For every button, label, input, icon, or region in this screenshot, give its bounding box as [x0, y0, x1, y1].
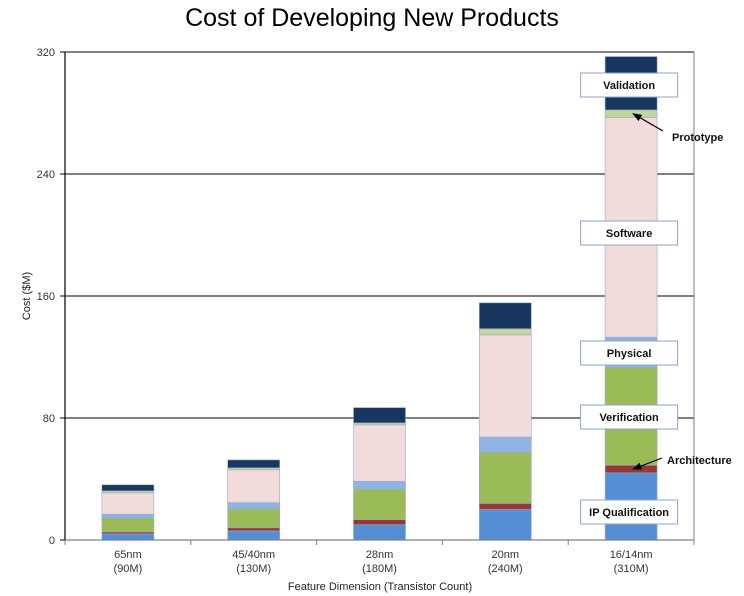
bar-segment	[478, 302, 532, 330]
callout-label: Physical	[607, 348, 652, 360]
callout-box	[580, 72, 679, 98]
x-tick-sublabel: (180M)	[362, 563, 397, 575]
bar-segment	[101, 513, 155, 519]
x-tick-sublabel: (240M)	[488, 563, 523, 575]
y-tick-label: 0	[49, 535, 55, 547]
x-tick-label: 45/40nm	[232, 549, 275, 561]
bar-segment	[101, 492, 155, 515]
x-tick-labels: 65nm (90M) 45/40nm (130M) 28nm (180M) 20nm (240…	[114, 549, 653, 575]
bar-segment	[101, 533, 155, 541]
bar-segment	[604, 464, 658, 474]
bar-segment	[101, 517, 155, 533]
bar-segment	[227, 502, 280, 510]
bar-segment	[227, 530, 280, 541]
y-tick-label: 160	[37, 291, 55, 303]
bar-segment	[478, 328, 532, 336]
bar-segment	[353, 407, 406, 424]
gridlines	[65, 173, 694, 419]
callout-verification: Verification	[580, 404, 679, 430]
bar-segment	[353, 488, 406, 521]
x-tick-label: 65nm	[114, 549, 142, 561]
bar-segment	[227, 459, 280, 469]
x-tick-sublabel: (310M)	[614, 563, 649, 575]
callouts: Validation Prototype Software Physical Verif…	[580, 72, 732, 525]
callout-label: IP Qualification	[589, 507, 669, 519]
bar-segment	[353, 480, 406, 490]
callout-label: Architecture	[667, 455, 732, 467]
y-tick-labels: 0 80 160 240 320	[37, 47, 55, 547]
x-tick-label: 28nm	[366, 549, 394, 561]
x-tick-label: 20nm	[492, 549, 520, 561]
bar-segment	[227, 469, 280, 503]
bar-segment	[478, 452, 532, 504]
callout-physical: Physical	[580, 340, 679, 366]
x-tick-sublabel: (90M)	[114, 563, 143, 575]
callout-box	[580, 340, 679, 366]
callout-label: Software	[606, 228, 652, 240]
bar-segment	[101, 484, 155, 492]
bar-segment	[353, 519, 406, 526]
callout-arrow	[632, 113, 664, 132]
x-axis-title: Feature Dimension (Transistor Count)	[288, 581, 472, 593]
chart-title: Cost of Developing New Products	[185, 4, 559, 32]
axes	[60, 51, 695, 545]
callout-prototype: Prototype	[632, 113, 723, 144]
x-tick-sublabel: (130M)	[236, 563, 271, 575]
callout-box	[580, 499, 679, 525]
y-tick-label: 80	[43, 413, 55, 425]
bar-segment	[353, 524, 406, 541]
callout-architecture: Architecture	[631, 455, 732, 470]
bar-segment	[478, 334, 532, 438]
bar-segment	[478, 436, 532, 453]
bar-segment	[604, 109, 658, 118]
bar-segment	[478, 509, 532, 541]
callout-label: Prototype	[672, 132, 723, 144]
callout-ip-qualification: IP Qualification	[580, 499, 679, 525]
callout-box	[580, 220, 679, 246]
bar-segment	[478, 503, 532, 510]
y-tick-label: 240	[37, 169, 55, 181]
callout-box	[580, 404, 679, 430]
callout-software: Software	[580, 220, 679, 246]
callout-validation: Validation	[580, 72, 679, 98]
x-tick-label: 16/14nm	[610, 549, 653, 561]
callout-label: Validation	[603, 80, 655, 92]
callout-label: Verification	[599, 412, 659, 424]
callout-arrow	[631, 457, 663, 470]
bar-segment	[353, 424, 406, 482]
bar-segment	[227, 508, 280, 529]
y-axis-title: Cost ($M)	[21, 272, 33, 320]
bars	[101, 56, 658, 541]
bar-segment	[227, 527, 280, 532]
y-tick-label: 320	[37, 47, 55, 59]
